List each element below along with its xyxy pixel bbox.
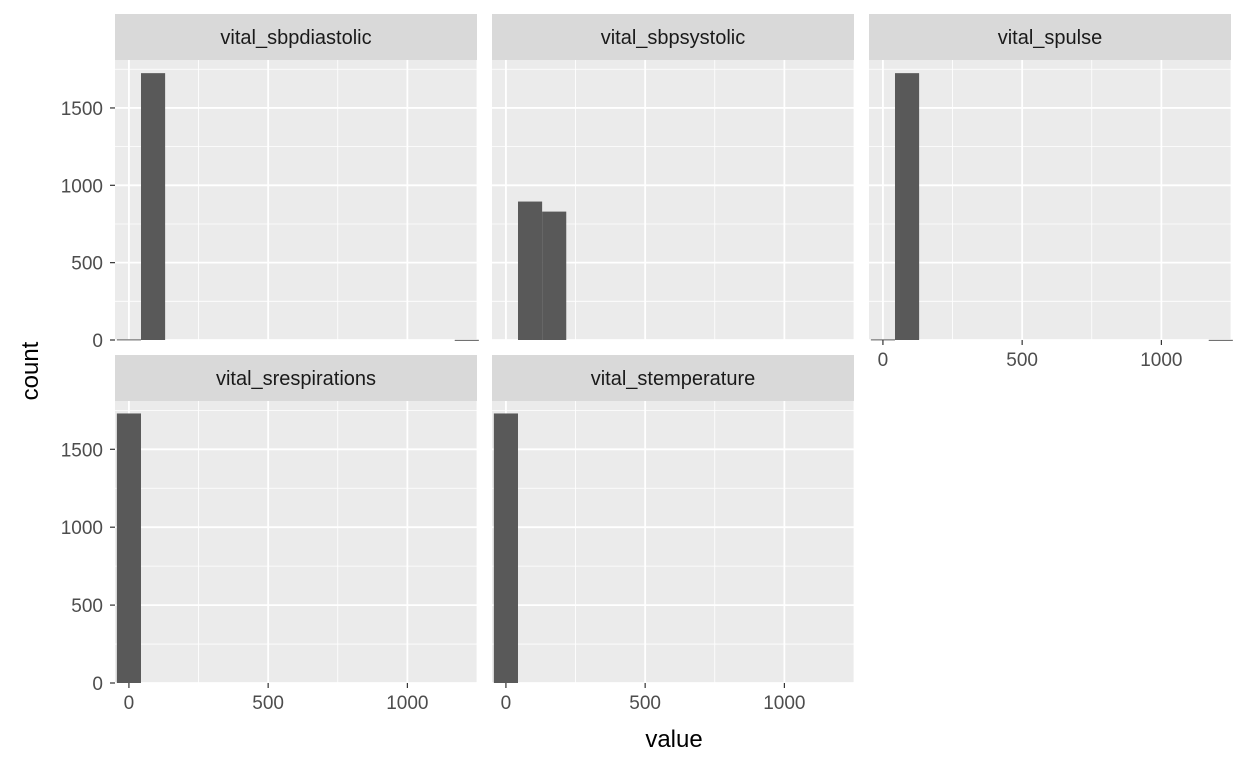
histogram-bar — [116, 339, 141, 341]
panel-background — [115, 401, 477, 683]
panel-background — [869, 60, 1231, 340]
facet-panel: vital_sbpsystolic — [492, 14, 855, 341]
facet-strip — [869, 14, 1231, 60]
histogram-bar — [517, 201, 543, 340]
y-tick-label: 0 — [92, 674, 103, 695]
facet-strip-label: vital_sbpsystolic — [601, 27, 746, 49]
facet-strip-label: vital_srespirations — [216, 368, 376, 390]
facet-strip — [115, 355, 477, 401]
histogram-bar — [1208, 339, 1233, 341]
histogram-bar — [542, 211, 567, 340]
histogram-bar — [454, 339, 479, 341]
x-tick-label: 500 — [252, 693, 284, 714]
x-tick-label: 500 — [1006, 350, 1038, 371]
y-tick-label: 1000 — [61, 518, 103, 539]
facet-panels: vital_sbpdiastolic 0 500 1000 1500 vital_sbps… — [61, 14, 1233, 714]
histogram-bar — [140, 73, 166, 340]
x-tick-label: 0 — [878, 350, 889, 371]
facet-panel: vital_stemperature 0 500 1000 — [492, 355, 855, 714]
facet-panel: vital_spulse 0 500 1000 — [869, 14, 1233, 371]
histogram-bar — [894, 73, 920, 340]
facet-strip — [115, 14, 477, 60]
x-tick-label: 500 — [629, 693, 661, 714]
y-tick-label: 500 — [71, 254, 103, 275]
facet-strip — [492, 355, 854, 401]
y-axis-title: count — [17, 341, 44, 400]
x-tick-label: 0 — [124, 693, 135, 714]
facet-panel: vital_srespirations 0 500 1000 1500 0 500 1000 — [61, 355, 478, 714]
panel-background — [492, 401, 854, 683]
x-tick-label: 1000 — [386, 693, 428, 714]
facet-panel: vital_sbpdiastolic 0 500 1000 1500 — [61, 14, 479, 352]
x-axis-title: value — [645, 726, 702, 753]
x-tick-label: 0 — [501, 693, 512, 714]
y-tick-label: 500 — [71, 596, 103, 617]
facet-strip-label: vital_stemperature — [591, 368, 756, 390]
x-tick-label: 1000 — [763, 693, 805, 714]
histogram-bar — [493, 413, 518, 683]
y-tick-label: 1500 — [61, 99, 103, 120]
histogram-bar — [116, 413, 141, 683]
y-tick-label: 0 — [92, 331, 103, 352]
panel-background — [115, 60, 477, 340]
y-tick-label: 1500 — [61, 440, 103, 461]
histogram-bar — [870, 339, 895, 341]
x-tick-label: 1000 — [1140, 350, 1182, 371]
facet-strip — [492, 14, 854, 60]
y-tick-label: 1000 — [61, 176, 103, 197]
facet-strip-label: vital_sbpdiastolic — [220, 27, 371, 49]
facet-strip-label: vital_spulse — [998, 27, 1103, 49]
